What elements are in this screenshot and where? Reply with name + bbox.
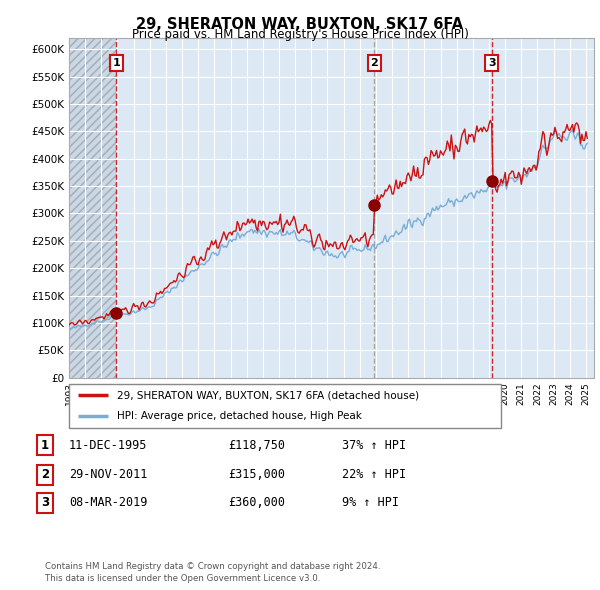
Text: 1: 1 [113, 58, 121, 68]
FancyBboxPatch shape [69, 384, 501, 428]
Text: Price paid vs. HM Land Registry's House Price Index (HPI): Price paid vs. HM Land Registry's House … [131, 28, 469, 41]
Text: 22% ↑ HPI: 22% ↑ HPI [342, 468, 406, 481]
Text: 37% ↑ HPI: 37% ↑ HPI [342, 439, 406, 452]
Text: 3: 3 [41, 496, 49, 509]
Text: 9% ↑ HPI: 9% ↑ HPI [342, 496, 399, 509]
Text: £118,750: £118,750 [228, 439, 285, 452]
Text: 1: 1 [41, 439, 49, 452]
Text: 11-DEC-1995: 11-DEC-1995 [69, 439, 148, 452]
Bar [69, 38, 116, 378]
Text: 29, SHERATON WAY, BUXTON, SK17 6FA (detached house): 29, SHERATON WAY, BUXTON, SK17 6FA (deta… [116, 391, 419, 401]
Text: 3: 3 [488, 58, 496, 68]
Text: £360,000: £360,000 [228, 496, 285, 509]
Text: 29, SHERATON WAY, BUXTON, SK17 6FA: 29, SHERATON WAY, BUXTON, SK17 6FA [136, 17, 464, 31]
Text: Contains HM Land Registry data © Crown copyright and database right 2024.
This d: Contains HM Land Registry data © Crown c… [45, 562, 380, 583]
Text: 08-MAR-2019: 08-MAR-2019 [69, 496, 148, 509]
Text: £315,000: £315,000 [228, 468, 285, 481]
Text: 2: 2 [41, 468, 49, 481]
Text: HPI: Average price, detached house, High Peak: HPI: Average price, detached house, High… [116, 411, 361, 421]
Text: 29-NOV-2011: 29-NOV-2011 [69, 468, 148, 481]
Text: 2: 2 [371, 58, 379, 68]
